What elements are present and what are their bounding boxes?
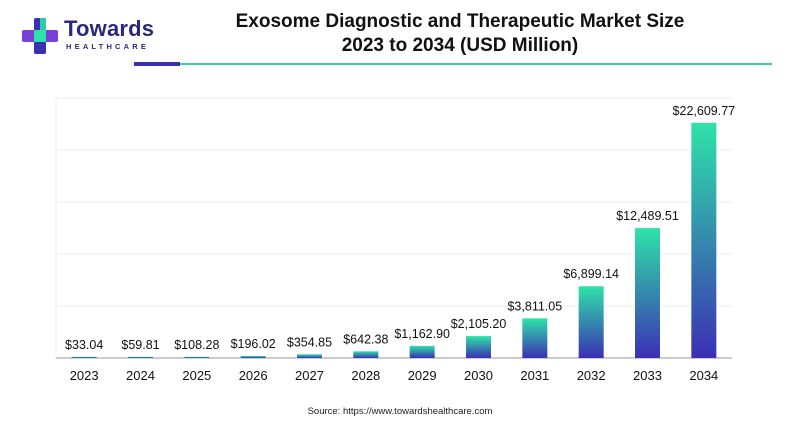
value-label-2032: $6,899.14 bbox=[563, 267, 619, 281]
bar-2033 bbox=[635, 228, 660, 358]
bar-2027 bbox=[297, 354, 322, 358]
x-tick-label-2031: 2031 bbox=[520, 368, 549, 383]
x-tick-label-2029: 2029 bbox=[408, 368, 437, 383]
header-rule bbox=[180, 63, 772, 65]
bar-2024 bbox=[128, 356, 153, 358]
bar-2029 bbox=[409, 345, 435, 358]
bar-2026 bbox=[240, 355, 266, 358]
x-tick-label-2033: 2033 bbox=[633, 368, 662, 383]
bar-2023 bbox=[71, 356, 97, 358]
x-tick-label-2027: 2027 bbox=[295, 368, 324, 383]
x-tick-label-2026: 2026 bbox=[239, 368, 268, 383]
value-label-2030: $2,105.20 bbox=[451, 317, 507, 331]
medical-cross-icon bbox=[22, 18, 58, 54]
brand-logo: Towards HEALTHCARE bbox=[20, 14, 160, 54]
chart-title-line-2: 2023 to 2034 (USD Million) bbox=[341, 35, 579, 56]
x-tick-label-2032: 2032 bbox=[577, 368, 606, 383]
value-label-2026: $196.02 bbox=[231, 337, 276, 351]
header-rule-accent bbox=[134, 62, 180, 66]
value-label-2034: $22,609.77 bbox=[673, 104, 736, 118]
value-label-2029: $1,162.90 bbox=[394, 327, 450, 341]
value-label-2028: $642.38 bbox=[343, 332, 388, 346]
x-tick-label-2025: 2025 bbox=[182, 368, 211, 383]
value-label-2023: $33.04 bbox=[65, 338, 103, 352]
source-note: Source: https://www.towardshealthcare.co… bbox=[307, 406, 493, 417]
bar-2025 bbox=[184, 356, 210, 358]
chart-title-line-1: Exosome Diagnostic and Therapeutic Marke… bbox=[235, 11, 685, 32]
x-tick-label-2034: 2034 bbox=[689, 368, 718, 383]
value-label-2027: $354.85 bbox=[287, 335, 332, 349]
value-label-2033: $12,489.51 bbox=[616, 209, 679, 223]
x-tick-label-2023: 2023 bbox=[70, 368, 99, 383]
bar-2034 bbox=[691, 122, 717, 358]
bar-2031 bbox=[522, 318, 548, 358]
logo-tagline: HEALTHCARE bbox=[66, 42, 150, 51]
x-tick-label-2030: 2030 bbox=[464, 368, 493, 383]
bar-2028 bbox=[353, 351, 379, 358]
value-label-2031: $3,811.05 bbox=[507, 299, 562, 313]
bar-2030 bbox=[466, 336, 491, 358]
chart-title: Exosome Diagnostic and Therapeutic Marke… bbox=[180, 10, 740, 58]
logo-name: Towards bbox=[64, 16, 155, 41]
value-label-2024: $59.81 bbox=[121, 338, 159, 352]
value-label-2025: $108.28 bbox=[174, 338, 219, 352]
bar-2032 bbox=[578, 286, 604, 358]
x-tick-label-2028: 2028 bbox=[351, 368, 380, 383]
x-tick-label-2024: 2024 bbox=[126, 368, 155, 383]
